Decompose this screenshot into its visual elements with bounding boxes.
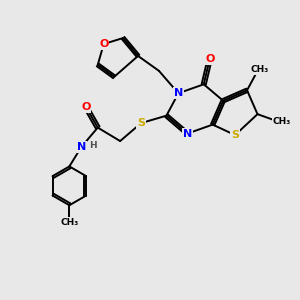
Text: O: O [205, 54, 214, 64]
Text: S: S [137, 118, 145, 128]
Text: N: N [174, 88, 183, 98]
Text: S: S [231, 130, 239, 140]
Text: O: O [99, 39, 108, 49]
Text: N: N [183, 129, 192, 139]
Text: CH₃: CH₃ [251, 65, 269, 74]
Text: O: O [81, 102, 91, 112]
Text: CH₃: CH₃ [60, 218, 79, 227]
Text: CH₃: CH₃ [273, 117, 291, 126]
Text: H: H [89, 141, 97, 150]
Text: N: N [77, 142, 86, 152]
